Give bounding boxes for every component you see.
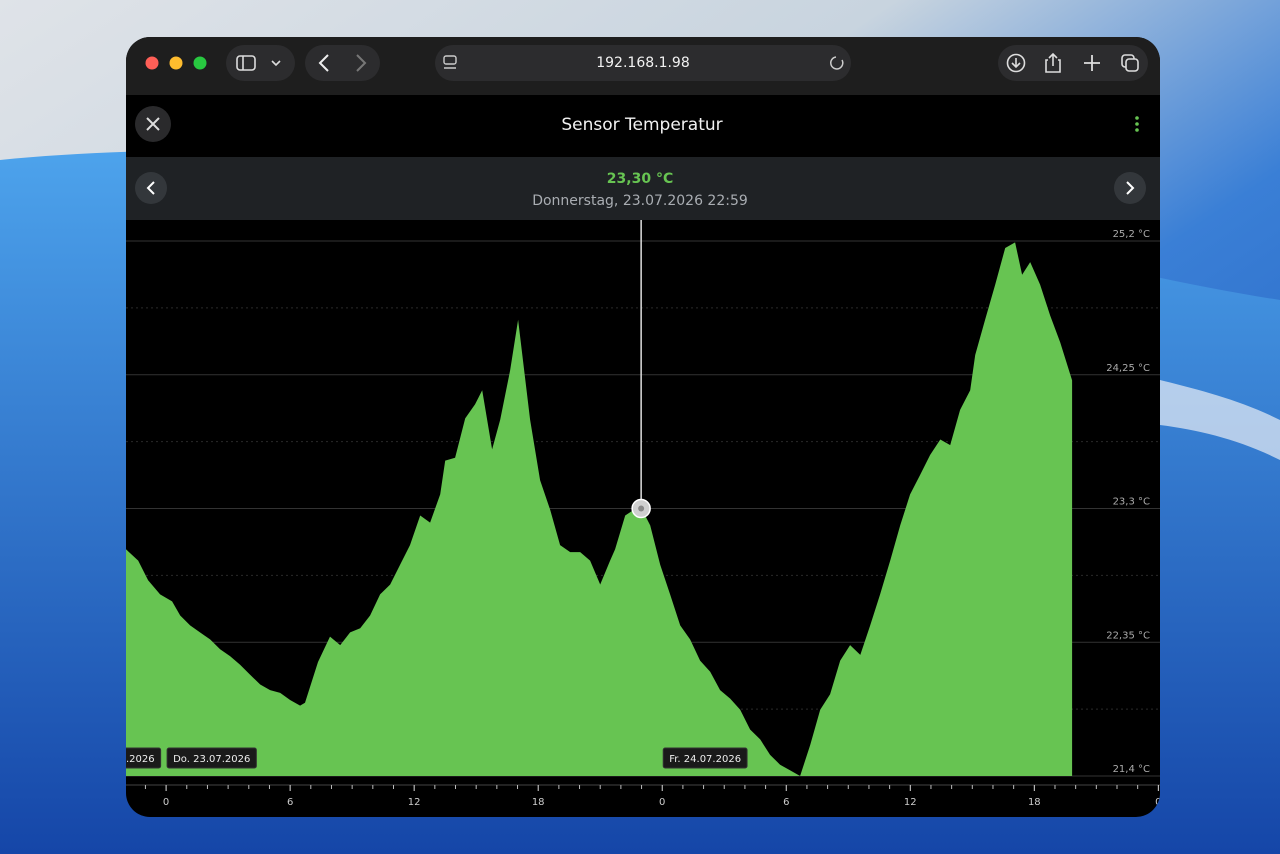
date-badge: Fr. 24.07.2026 [662,747,748,769]
clipped-date-badge-text: .2026 [126,754,155,765]
forward-button[interactable] [356,54,367,72]
nav-buttons [305,45,380,81]
date-badge-bg [662,747,748,769]
temperature-area [126,242,1073,776]
next-button[interactable] [1114,172,1146,204]
x-tick-label: 0 [1155,797,1161,808]
previous-button[interactable] [135,172,167,204]
reading-bar [126,157,1160,220]
sidebar-button[interactable] [226,45,295,81]
date-badge: Do. 23.07.2026 [166,747,257,769]
url: 192.168.1.98 [596,55,690,71]
back-button[interactable] [318,54,329,72]
x-tick-label: 6 [287,797,293,808]
menu-dot[interactable] [1135,122,1139,126]
x-tick-label: 0 [163,797,169,808]
previous-icon [146,181,155,195]
share-button[interactable] [1045,52,1061,73]
chart: 21,4 °C 22,35 °C 23,3 °C 24,25 °C 25,2 °C 0 6 1… [126,220,1161,808]
x-tick-label: 12 [904,797,917,808]
address-bar[interactable] [435,45,851,81]
x-tick-label: 6 [783,797,789,808]
x-tick-label: 0 [659,797,665,808]
zoom-window[interactable] [193,56,207,70]
x-tick-label: 18 [532,797,545,808]
dialog-title: Sensor Temperatur [561,115,722,135]
y-tick-label: 25,2 °C [1113,229,1150,240]
site-icon [443,55,457,65]
reading-value: 23,30 °C [607,171,673,187]
clipped-date-badge: .2026 [126,747,162,769]
next-icon [1126,181,1135,195]
y-tick-label: 22,35 °C [1106,630,1150,641]
date-badge-text: Fr. 24.07.2026 [669,754,741,765]
minimize-window[interactable] [169,56,183,70]
sidebar-icon [236,55,256,71]
toolbar-actions [998,45,1148,81]
new-tab-button[interactable] [1084,55,1100,71]
x-tick-label: 18 [1028,797,1041,808]
download-button[interactable] [1006,53,1026,73]
close-icon [146,117,160,131]
download-arrow [1011,58,1021,69]
date-badge-text: Do. 23.07.2026 [173,754,250,765]
date-badge-bg [166,747,257,769]
y-tick-label: 23,3 °C [1113,497,1150,508]
clipped-date-badge-bg [126,747,162,769]
close-window[interactable] [145,56,159,70]
y-tick-label: 24,25 °C [1106,363,1150,374]
sidebar-chevron [271,60,281,67]
reading-date: Donnerstag, 23.07.2026 22:59 [532,193,748,209]
menu-dot[interactable] [1135,116,1139,120]
reload-button[interactable] [830,56,844,70]
tabs-button-front [1125,58,1139,72]
browser-window: 192.168.1.98 Sensor Temperatur 23,30 °C … [126,37,1161,817]
y-tick-label: 21,4 °C [1113,764,1150,775]
cursor-marker-dot [638,505,645,512]
wallpaper-highlight [1160,380,1280,460]
menu-dot[interactable] [1135,128,1139,132]
x-tick-label: 12 [408,797,421,808]
